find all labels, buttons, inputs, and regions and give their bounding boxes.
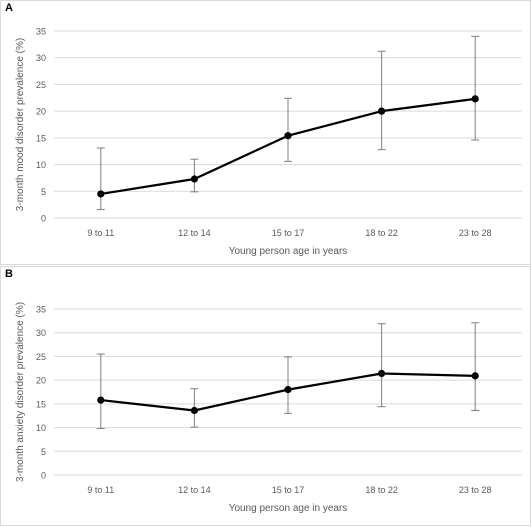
- x-tick-label: 15 to 17: [272, 228, 305, 238]
- chart-panel-b: B 0 5 10 15 20 25 30 35 9 to 11 12 to 14 15 to 17 1…: [0, 266, 531, 526]
- x-tick-label: 12 to 14: [178, 228, 211, 238]
- y-tick-label: 10: [36, 423, 46, 433]
- y-tick-label: 25: [36, 80, 46, 90]
- data-point: [190, 406, 198, 415]
- data-point: [471, 372, 479, 380]
- panel-label-b: B: [5, 268, 13, 280]
- y-tick-label: 25: [36, 352, 46, 362]
- x-tick-label: 23 to 28: [459, 228, 492, 238]
- data-point: [190, 175, 198, 183]
- y-tick-label: 30: [36, 53, 46, 63]
- y-axis-title: 3-month anxiety disorder prevalence (%): [15, 302, 26, 482]
- data-point: [284, 132, 292, 140]
- y-tick-label: 15: [36, 399, 46, 409]
- mood-disorder-chart: 0 5 10 15 20 25 30 35 9 to 11 12 to 14 15 to 17 18 …: [15, 27, 522, 257]
- y-tick-label: 5: [41, 187, 46, 197]
- y-tick-label: 0: [41, 214, 46, 224]
- data-point: [471, 95, 479, 103]
- x-axis-title: Young person age in years: [229, 503, 348, 514]
- x-tick-label: 9 to 11: [87, 485, 114, 495]
- x-tick-label: 15 to 17: [272, 485, 305, 495]
- x-axis-title: Young person age in years: [229, 246, 348, 257]
- y-tick-label: 30: [36, 328, 46, 338]
- y-tick-label: 35: [36, 27, 46, 37]
- anxiety-disorder-chart: 0 5 10 15 20 25 30 35 9 to 11 12 to 14 15 to 17 18 …: [15, 302, 522, 514]
- x-tick-label: 18 to 22: [365, 228, 398, 238]
- panel-label-a: A: [5, 2, 13, 14]
- x-tick-label: 12 to 14: [178, 485, 211, 495]
- data-point: [378, 369, 386, 378]
- y-tick-label: 35: [36, 305, 46, 315]
- y-tick-label: 20: [36, 107, 46, 117]
- y-tick-label: 15: [36, 133, 46, 143]
- y-tick-label: 20: [36, 376, 46, 386]
- y-tick-label: 0: [41, 471, 46, 481]
- data-point: [97, 396, 105, 404]
- x-tick-label: 18 to 22: [365, 485, 398, 495]
- data-point: [284, 386, 292, 394]
- y-axis-title: 3-month mood disorder prevalence (%): [15, 38, 26, 211]
- chart-panel-a: A 0 5 10 15 20 25 30 35 9 to 11 12 to 14 15 to 17 1…: [0, 0, 531, 265]
- y-tick-label: 5: [41, 447, 46, 457]
- y-tick-label: 10: [36, 160, 46, 170]
- data-point: [378, 107, 386, 115]
- x-tick-label: 23 to 28: [459, 485, 492, 495]
- x-tick-label: 9 to 11: [87, 228, 114, 238]
- data-point: [97, 190, 105, 198]
